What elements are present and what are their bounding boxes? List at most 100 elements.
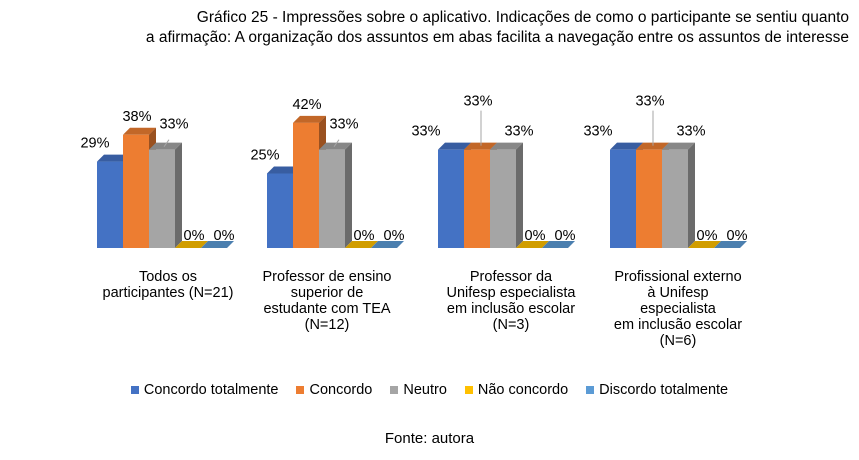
category-label-line: (N=3) — [493, 317, 530, 333]
bar-side — [688, 142, 695, 248]
legend-swatch — [130, 386, 139, 394]
data-label: 25% — [250, 148, 279, 164]
chart-title-line-1: Gráfico 25 - Impressões sobre o aplicati… — [196, 9, 849, 26]
category-label-line: especialista — [640, 301, 717, 317]
chart-title: Gráfico 25 - Impressões sobre o aplicati… — [0, 8, 849, 48]
leader-line — [333, 139, 340, 147]
category-label: Profissional externo à Unifesp especialist… — [614, 269, 742, 349]
bar — [542, 241, 575, 248]
category-label-line: (N=6) — [660, 333, 697, 349]
bar-top — [371, 241, 404, 248]
data-label: 0% — [354, 228, 375, 244]
legend-swatch — [586, 386, 595, 394]
bar-top — [610, 142, 643, 150]
bar-top — [175, 241, 208, 248]
legend-label: Concordo — [309, 382, 373, 398]
bar-top — [319, 142, 352, 150]
legend-label: Discordo totalmente — [599, 382, 729, 398]
chart-legend: Concordo totalmente Concordo Neutro Não con… — [0, 382, 859, 398]
bar-front — [319, 149, 345, 248]
category-label: Todos os participantes (N=21) — [103, 269, 234, 301]
data-label: 33% — [504, 124, 533, 140]
bar-top — [662, 142, 695, 150]
category-label-line: estudante com TEA — [263, 301, 390, 317]
legend-label: Neutro — [403, 382, 447, 398]
bar-top — [490, 142, 523, 150]
data-label: 0% — [184, 228, 205, 244]
legend-label: Concordo totalmente — [143, 382, 279, 398]
bar-front — [149, 149, 175, 248]
bar — [345, 241, 378, 248]
data-label: 0% — [727, 228, 748, 244]
bar-top — [688, 241, 721, 248]
leader-line — [163, 139, 170, 147]
legend-swatch — [390, 386, 399, 394]
bar — [490, 142, 523, 248]
bar-front — [97, 161, 123, 248]
bar-chart: 29% 38% 33% 0% 0% Todos os participantes (N=21… — [80, 94, 748, 349]
bar — [201, 241, 234, 248]
category-label-line: Professor da — [470, 269, 553, 285]
bar-top — [97, 154, 130, 162]
category-label-line: Professor de ensino — [263, 269, 392, 285]
legend-item: Discordo totalmente — [586, 382, 728, 398]
bar-top — [438, 142, 471, 150]
bar-front — [438, 149, 464, 248]
legend-label: Não concordo — [477, 382, 569, 398]
data-label: 29% — [80, 136, 109, 152]
data-label: 33% — [635, 94, 664, 110]
category-label-line: (N=12) — [305, 317, 350, 333]
bar-front — [636, 149, 662, 248]
legend-item: Concordo — [296, 382, 372, 398]
bar-top — [714, 241, 747, 248]
bar-side — [516, 142, 523, 248]
category-label-line: em inclusão escolar — [447, 301, 575, 317]
data-label: 0% — [214, 228, 235, 244]
data-label: 0% — [555, 228, 576, 244]
bar — [688, 241, 721, 248]
bar-top — [636, 142, 669, 150]
category-label-line: em inclusão escolar — [614, 317, 742, 333]
bar-top — [267, 166, 300, 174]
bar-front — [490, 149, 516, 248]
data-label: 33% — [676, 124, 705, 140]
data-label: 38% — [122, 109, 151, 125]
category-label-line: Profissional externo — [614, 269, 741, 285]
category-label-line: superior de — [291, 285, 364, 301]
data-label: 33% — [159, 117, 188, 133]
legend-swatch — [296, 386, 305, 394]
bar — [319, 142, 352, 248]
bar-front — [123, 134, 149, 248]
bar-front — [662, 149, 688, 248]
data-label: 33% — [411, 124, 440, 140]
bar-side — [345, 142, 352, 248]
bar — [516, 241, 549, 248]
bar-top — [293, 115, 326, 123]
bar-front — [293, 122, 319, 248]
bar-side — [175, 142, 182, 248]
category-label: Professor da Unifesp especialista em inclu… — [447, 269, 577, 333]
bar — [714, 241, 747, 248]
bar-front — [464, 149, 490, 248]
data-label: 42% — [292, 97, 321, 113]
legend-swatch — [464, 386, 473, 394]
bar — [438, 142, 471, 248]
bar-front — [267, 173, 293, 248]
bar-top — [345, 241, 378, 248]
legend-item: Concordo totalmente — [130, 382, 279, 398]
chart-title-line-2: a afirmação: A organização dos assuntos … — [145, 29, 849, 46]
data-label: 33% — [583, 124, 612, 140]
data-label: 0% — [525, 228, 546, 244]
data-label: 0% — [697, 228, 718, 244]
bar-top — [516, 241, 549, 248]
bar-top — [542, 241, 575, 248]
category-label: Professor de ensino superior de estudante … — [263, 269, 392, 333]
bar-top — [201, 241, 234, 248]
data-label: 0% — [384, 228, 405, 244]
bar — [662, 142, 695, 248]
bar — [371, 241, 404, 248]
category-label-line: à Unifesp — [647, 285, 708, 301]
category-label-line: participantes (N=21) — [103, 285, 234, 301]
bar — [175, 241, 208, 248]
bar — [149, 142, 182, 248]
